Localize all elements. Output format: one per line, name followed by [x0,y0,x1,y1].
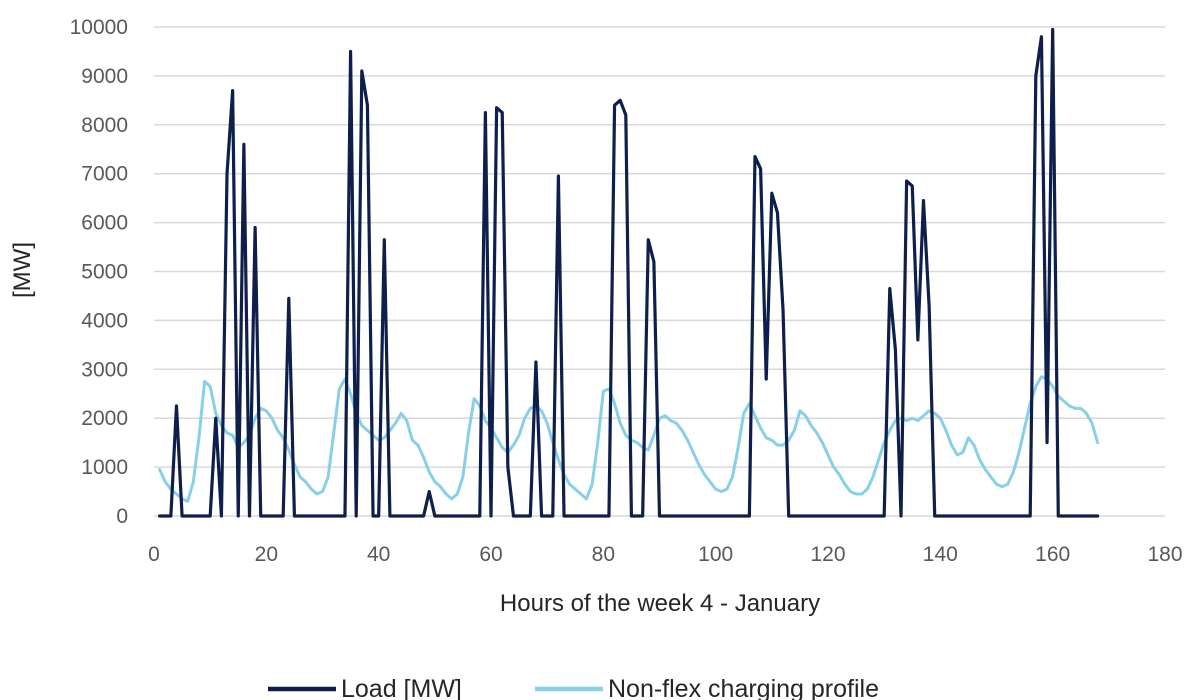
x-tick-label-160: 160 [1035,543,1070,566]
y-tick-label-9000: 9000 [81,65,128,88]
x-tick-label-20: 20 [255,543,278,566]
legend: Load [MW] Non-flex charging profile [268,675,879,700]
y-tick-label-5000: 5000 [81,261,128,284]
x-axis-title: Hours of the week 4 - January [500,590,820,617]
y-axis-title: [MW] [9,242,36,298]
series-line-load [158,27,1100,518]
y-tick-label-2000: 2000 [81,407,128,430]
y-tick-label-0: 0 [116,505,128,528]
legend-label-nonflex: Non-flex charging profile [608,675,879,700]
x-tick-label-40: 40 [367,543,390,566]
y-tick-label-4000: 4000 [81,309,128,332]
y-tick-label-8000: 8000 [81,114,128,137]
legend-item-nonflex: Non-flex charging profile [535,675,879,700]
y-tick-label-3000: 3000 [81,358,128,381]
x-axis-tick-labels: 0 20 40 60 80 100 120 140 160 180 [148,543,1182,566]
y-tick-label-1000: 1000 [81,456,128,479]
y-tick-label-6000: 6000 [81,212,128,235]
x-tick-label-60: 60 [479,543,502,566]
legend-label-load: Load [MW] [341,675,462,700]
x-tick-label-0: 0 [148,543,160,566]
series-line-nonflex [158,375,1100,503]
y-tick-label-7000: 7000 [81,163,128,186]
x-tick-label-140: 140 [923,543,958,566]
y-tick-label-10000: 10000 [70,16,128,39]
y-axis-tick-labels: 0 1000 2000 3000 4000 5000 6000 7000 8000 9000 100… [70,16,128,528]
x-tick-label-180: 180 [1147,543,1182,566]
x-tick-label-100: 100 [698,543,733,566]
x-tick-label-120: 120 [810,543,845,566]
series-lines [158,27,1100,518]
x-tick-label-80: 80 [592,543,615,566]
legend-item-load: Load [MW] [268,675,462,700]
gridlines [154,26,1165,517]
